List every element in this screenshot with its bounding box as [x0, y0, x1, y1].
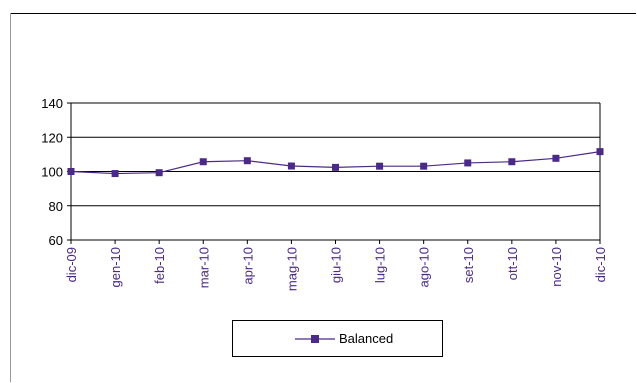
- x-tick-label-apr-10: apr-10: [240, 247, 255, 285]
- x-tick-label-mag-10: mag-10: [284, 247, 299, 291]
- data-point-dic-09: [67, 168, 75, 175]
- x-tick-label-feb-10: feb-10: [152, 247, 167, 284]
- series: [67, 148, 604, 178]
- x-tick-labels: dic-09 gen-10 feb-10 mar-10 apr-10 mag-10 giu-…: [64, 247, 608, 291]
- legend-label-balanced: Balanced: [339, 331, 394, 346]
- data-point-giu-10: [332, 163, 339, 171]
- data-point-gen-10: [111, 170, 119, 178]
- y-tick-label-140: 140: [41, 96, 63, 111]
- x-tick-label-gen-10: gen-10: [108, 247, 123, 287]
- x-tick-label-set-10: set-10: [461, 247, 476, 283]
- y-tick-labels: 60 80 100 120 140: [41, 96, 63, 248]
- data-point-ott-10: [508, 158, 516, 166]
- y-tick-label-80: 80: [49, 199, 63, 214]
- legend-swatch-balanced: [295, 335, 335, 343]
- y-tick-label-120: 120: [41, 130, 63, 145]
- x-tick-label-dic-09: dic-09: [64, 247, 79, 282]
- y-tick-label-100: 100: [41, 165, 63, 180]
- data-point-mag-10: [287, 162, 295, 170]
- x-tick-label-dic-10: dic-10: [593, 247, 608, 282]
- x-tick-label-nov-10: nov-10: [549, 247, 564, 287]
- data-point-set-10: [464, 159, 472, 167]
- x-tick-label-giu-10: giu-10: [329, 247, 344, 283]
- data-point-lug-10: [376, 162, 384, 170]
- legend: Balanced: [232, 320, 443, 357]
- x-tick-label-ago-10: ago-10: [417, 247, 432, 287]
- data-point-mar-10: [199, 158, 207, 166]
- x-tick-label-ott-10: ott-10: [505, 247, 520, 280]
- data-point-apr-10: [243, 157, 251, 165]
- legend-marker: [311, 335, 319, 343]
- x-tick-label-lug-10: lug-10: [373, 247, 388, 283]
- gridlines: [71, 102, 600, 241]
- data-point-nov-10: [552, 154, 560, 162]
- data-point-dic-10: [596, 148, 604, 156]
- y-tick-label-60: 60: [49, 233, 63, 248]
- chart-frame-top-border: [10, 13, 636, 14]
- chart-frame-left-border: [10, 13, 11, 382]
- x-tick-label-mar-10: mar-10: [196, 247, 211, 288]
- data-point-feb-10: [155, 169, 163, 177]
- data-point-ago-10: [420, 162, 428, 170]
